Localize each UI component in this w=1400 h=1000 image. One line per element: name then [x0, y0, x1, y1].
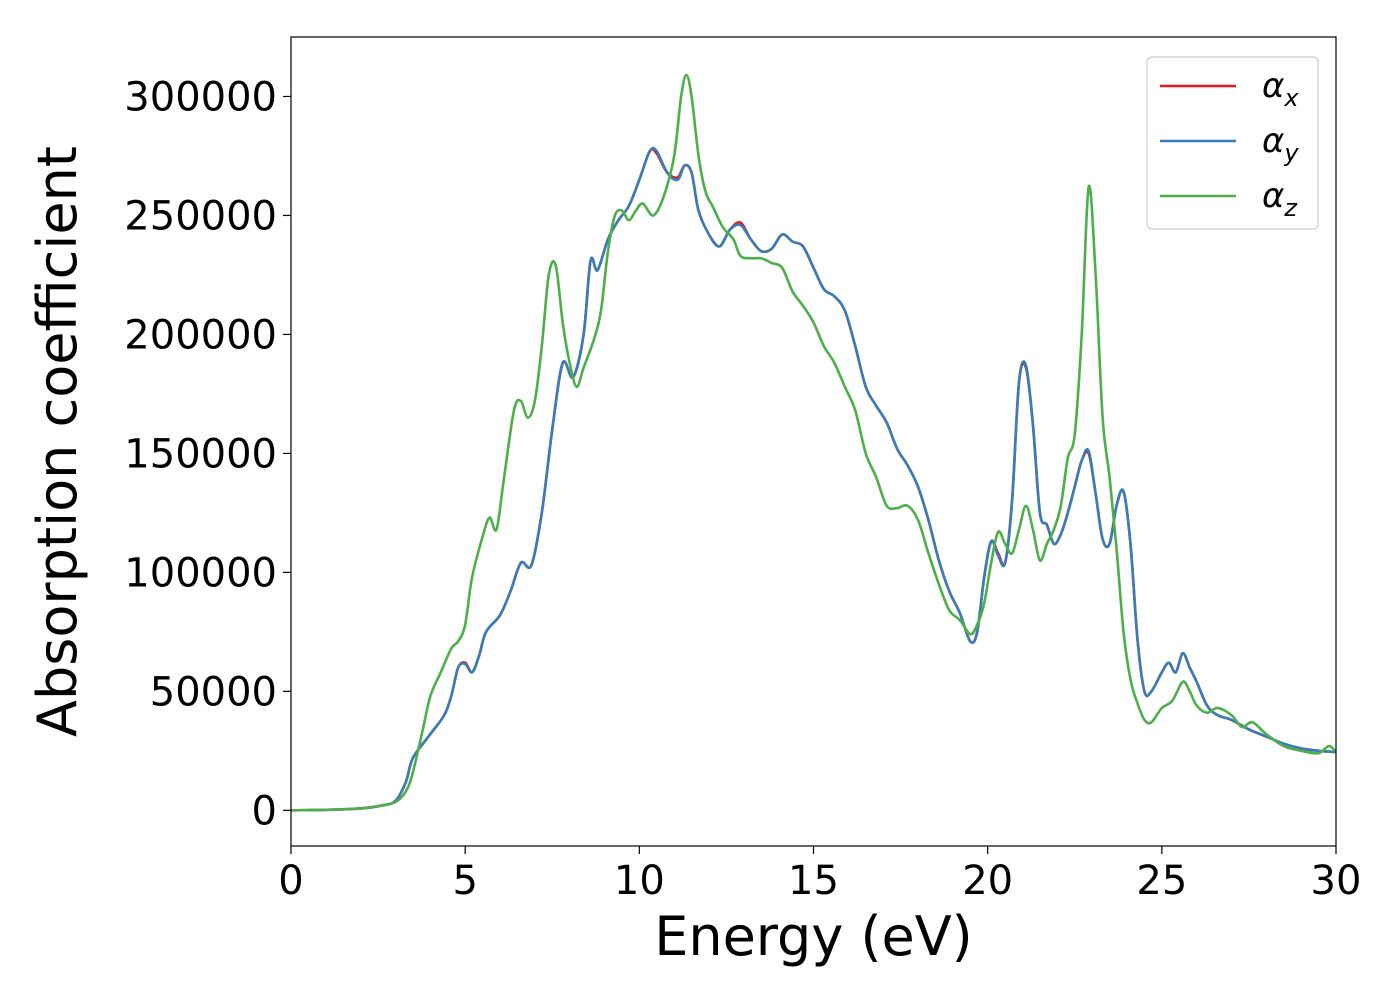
- x-tick-label: 25: [1136, 858, 1187, 904]
- y-axis: 0 50000 100000 150000 200000 250000 300000: [124, 74, 291, 834]
- x-axis-title: Energy (eV): [654, 905, 973, 968]
- series-line-z: [291, 73, 1336, 812]
- x-tick-label: 15: [788, 858, 839, 904]
- legend-label-z: αz: [1262, 176, 1298, 222]
- x-tick-label: 10: [614, 858, 665, 904]
- series-layer: [291, 73, 1336, 812]
- y-tick-label: 50000: [150, 669, 277, 715]
- y-tick-label: 150000: [124, 431, 277, 477]
- series-line-y: [291, 146, 1336, 812]
- x-axis: 0 5 10 15 20 25 30: [278, 846, 1361, 904]
- y-tick-label: 0: [252, 788, 277, 834]
- x-tick-label: 0: [278, 858, 303, 904]
- y-tick-label: 200000: [124, 312, 277, 358]
- x-tick-label: 5: [452, 858, 477, 904]
- legend-label-y: αy: [1262, 121, 1299, 167]
- y-tick-label: 100000: [124, 550, 277, 596]
- legend-box: [1146, 56, 1319, 230]
- legend-label-x: αx: [1262, 66, 1299, 112]
- y-axis-title: Absorption coefficient: [26, 146, 89, 737]
- y-tick-label: 250000: [124, 193, 277, 239]
- legend: αx αy αz: [1146, 56, 1319, 230]
- y-tick-label: 300000: [124, 74, 277, 120]
- x-tick-label: 30: [1311, 858, 1362, 904]
- x-tick-label: 20: [962, 858, 1013, 904]
